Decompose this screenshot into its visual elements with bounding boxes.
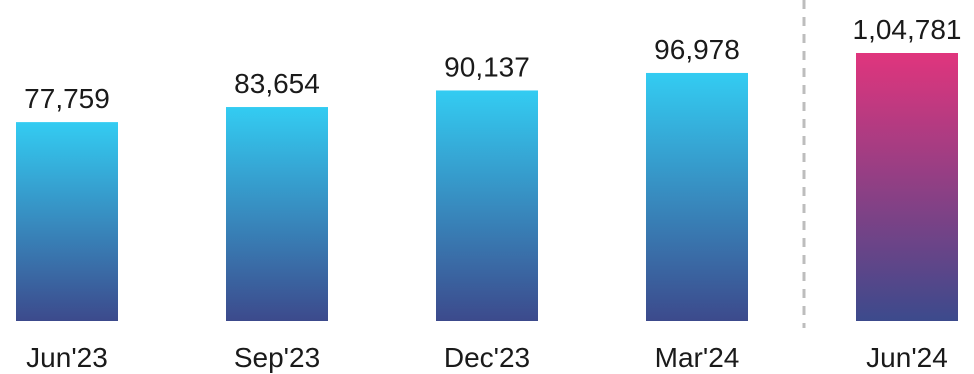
category-label-1: Sep'23	[234, 342, 320, 373]
value-label-4: 1,04,781	[853, 14, 962, 45]
bar-2	[436, 90, 538, 321]
bar-0	[16, 122, 118, 321]
value-label-1: 83,654	[234, 68, 320, 99]
bar-3	[646, 72, 748, 321]
value-label-0: 77,759	[24, 83, 110, 114]
value-label-2: 90,137	[444, 51, 530, 82]
bar-4	[856, 53, 958, 321]
value-label-3: 96,978	[654, 34, 740, 65]
category-label-2: Dec'23	[444, 342, 530, 373]
chart-marks: 77,759 Jun'23 83,654 Sep'23 90,137 Dec'23 96,9…	[16, 0, 962, 373]
bar-1	[226, 107, 328, 321]
category-label-4: Jun'24	[866, 342, 948, 373]
category-label-3: Mar'24	[655, 342, 740, 373]
category-label-0: Jun'23	[26, 342, 108, 373]
